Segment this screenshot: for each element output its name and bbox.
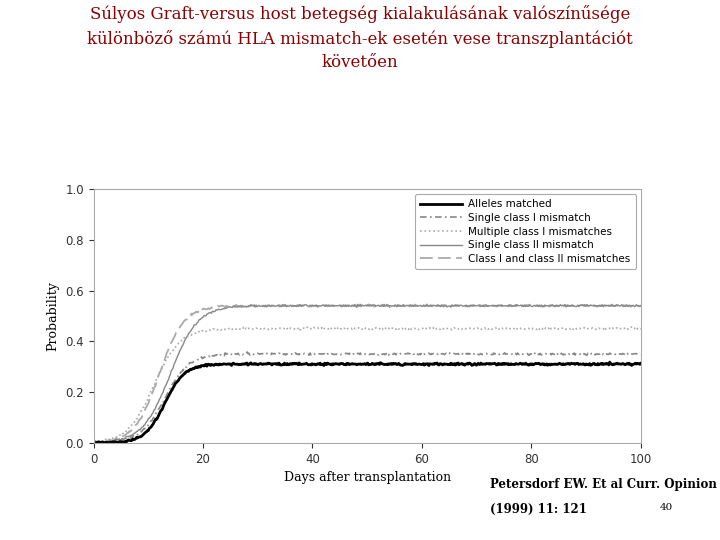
Line: Single class I mismatch: Single class I mismatch bbox=[94, 352, 641, 443]
Legend: Alleles matched, Single class I mismatch, Multiple class I mismatches, Single cl: Alleles matched, Single class I mismatch… bbox=[415, 194, 636, 269]
Single class II mismatch bbox=[338, 302, 346, 309]
Class I and class II mismatches bbox=[503, 302, 512, 309]
Text: (1999) 11: 121: (1999) 11: 121 bbox=[490, 503, 587, 516]
Single class II mismatch bbox=[89, 439, 98, 446]
Single class I mismatch bbox=[231, 351, 240, 357]
Line: Class I and class II mismatches: Class I and class II mismatches bbox=[94, 305, 641, 442]
Alleles matched bbox=[606, 359, 614, 366]
Single class I mismatch bbox=[91, 440, 100, 446]
Single class I mismatch bbox=[503, 350, 512, 357]
Y-axis label: Probability: Probability bbox=[47, 281, 60, 351]
Multiple class I mismatches bbox=[338, 325, 346, 331]
Single class II mismatch bbox=[231, 304, 240, 310]
Multiple class I mismatches bbox=[92, 439, 101, 446]
Multiple class I mismatches bbox=[636, 326, 645, 332]
Text: Petersdorf EW. Et al Curr. Opinion Immun: Petersdorf EW. Et al Curr. Opinion Immun bbox=[490, 478, 720, 491]
Single class II mismatch bbox=[456, 302, 465, 308]
Multiple class I mismatches bbox=[502, 325, 510, 332]
Alleles matched bbox=[636, 360, 645, 367]
Line: Single class II mismatch: Single class II mismatch bbox=[94, 305, 641, 443]
Multiple class I mismatches bbox=[413, 325, 421, 332]
Single class I mismatch bbox=[89, 440, 98, 446]
Alleles matched bbox=[90, 440, 99, 446]
Class I and class II mismatches bbox=[423, 301, 431, 308]
Class I and class II mismatches bbox=[89, 438, 98, 445]
Single class II mismatch bbox=[503, 303, 512, 309]
Class I and class II mismatches bbox=[413, 303, 421, 309]
Class I and class II mismatches bbox=[338, 303, 346, 309]
Single class II mismatch bbox=[94, 440, 102, 446]
Single class II mismatch bbox=[354, 301, 362, 308]
Line: Multiple class I mismatches: Multiple class I mismatches bbox=[94, 327, 641, 442]
Multiple class I mismatches bbox=[89, 437, 98, 444]
Single class II mismatch bbox=[636, 302, 645, 309]
Single class I mismatch bbox=[338, 351, 347, 357]
Multiple class I mismatches bbox=[627, 323, 636, 330]
Alleles matched bbox=[187, 367, 196, 373]
Single class I mismatch bbox=[413, 352, 422, 358]
Multiple class I mismatches bbox=[456, 325, 464, 332]
Multiple class I mismatches bbox=[187, 332, 196, 338]
Multiple class I mismatches bbox=[231, 326, 240, 332]
Class I and class II mismatches bbox=[90, 439, 99, 446]
Single class I mismatch bbox=[243, 349, 251, 355]
Alleles matched bbox=[231, 361, 240, 368]
X-axis label: Days after transplantation: Days after transplantation bbox=[284, 471, 451, 484]
Class I and class II mismatches bbox=[456, 302, 465, 309]
Class I and class II mismatches bbox=[187, 310, 196, 317]
Line: Alleles matched: Alleles matched bbox=[94, 362, 641, 443]
Single class I mismatch bbox=[636, 352, 645, 358]
Alleles matched bbox=[413, 361, 421, 368]
Class I and class II mismatches bbox=[231, 302, 240, 309]
Class I and class II mismatches bbox=[636, 302, 645, 308]
Alleles matched bbox=[89, 438, 98, 445]
Alleles matched bbox=[456, 361, 464, 367]
Single class I mismatch bbox=[187, 360, 196, 366]
Single class II mismatch bbox=[187, 327, 196, 333]
Single class II mismatch bbox=[413, 303, 422, 309]
Alleles matched bbox=[338, 361, 346, 367]
Text: 40: 40 bbox=[660, 503, 673, 512]
Text: Súlyos Graft-versus host betegség kialakulásának valószínűsége
különböző számú H: Súlyos Graft-versus host betegség kialak… bbox=[87, 5, 633, 71]
Single class I mismatch bbox=[456, 350, 465, 357]
Alleles matched bbox=[502, 361, 510, 367]
